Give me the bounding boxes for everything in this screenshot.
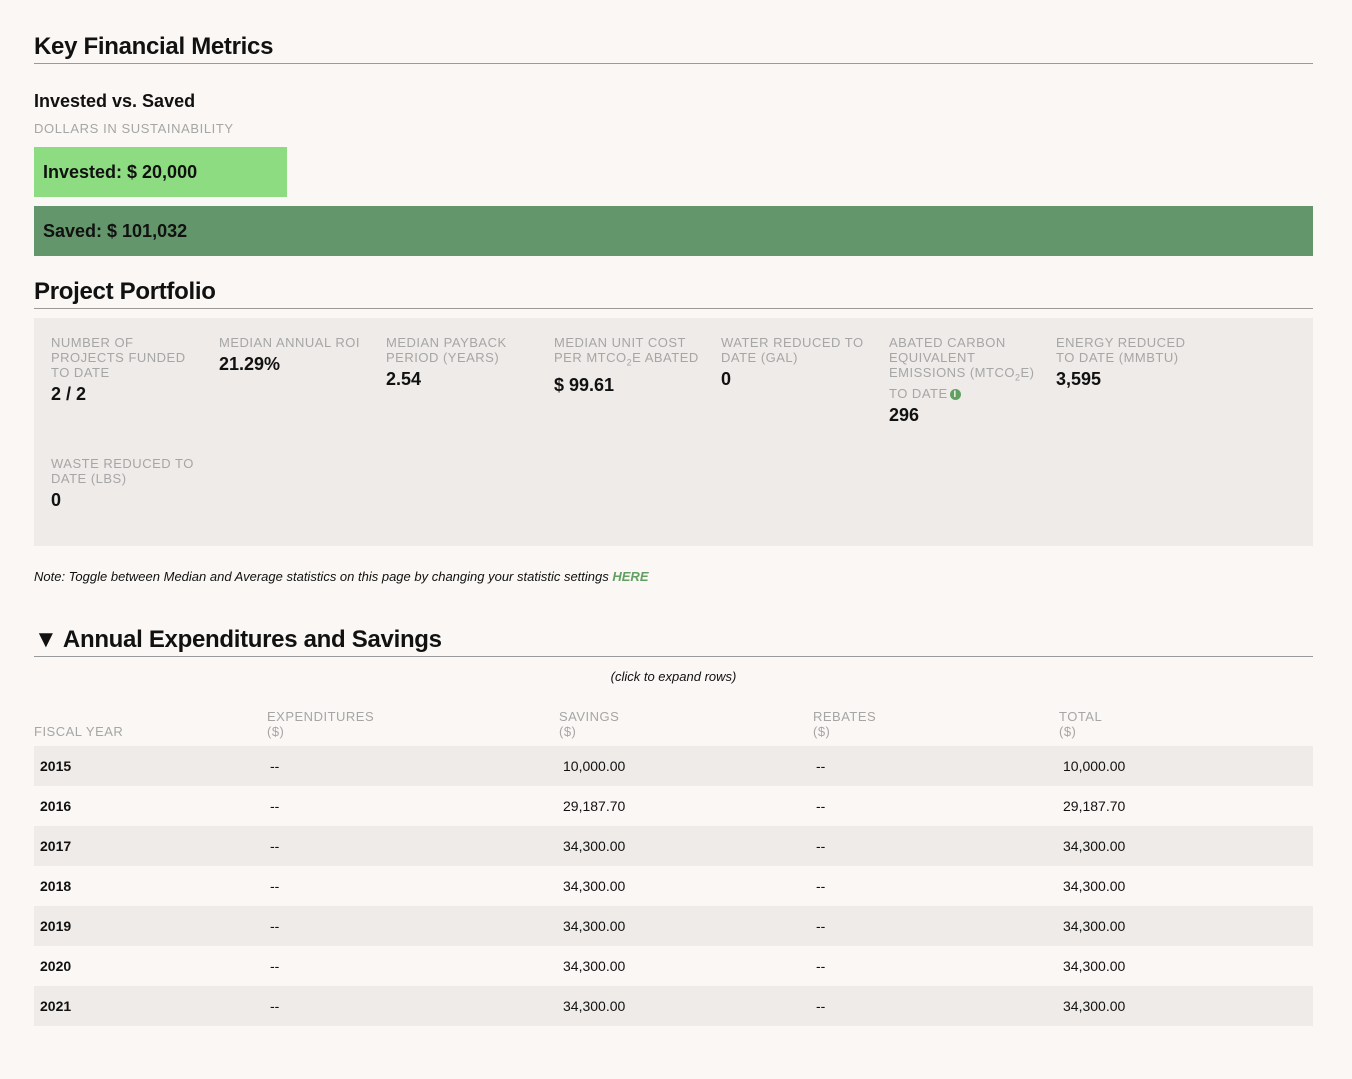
col-header-expenditures: EXPENDITURES ($): [267, 709, 375, 739]
stat-value: 296: [889, 404, 920, 425]
col-header-fiscal-year: FISCAL YEAR: [34, 724, 124, 739]
stat-energy-reduced: ENERGY REDUCED TO DATE (MMBTU) 3,595: [1056, 335, 1206, 390]
saved-label: Saved: $ 101,032: [43, 220, 188, 241]
stat-label: ENERGY REDUCED TO DATE (MMBTU): [1056, 335, 1186, 365]
invested-vs-saved-subtitle: DOLLARS IN SUSTAINABILITY: [34, 121, 234, 136]
invested-vs-saved-title: Invested vs. Saved: [34, 91, 196, 111]
annual-expenditures-toggle[interactable]: ▼ Annual Expenditures and Savings: [34, 626, 1313, 657]
stat-label: MEDIAN UNIT COST PER MTCO2E ABATED: [554, 335, 699, 368]
invested-label: Invested: $ 20,000: [43, 161, 198, 182]
stat-value: 2.54: [386, 369, 422, 389]
table-row[interactable]: 2020 -- 34,300.00 -- 34,300.00: [40, 958, 1126, 974]
saved-bar: Saved: $ 101,032: [34, 206, 1313, 256]
table-row[interactable]: 2015 -- 10,000.00 -- 10,000.00: [34, 746, 1313, 786]
table-row[interactable]: 2017 -- 34,300.00 -- 34,300.00: [34, 826, 1313, 866]
stat-median-payback: MEDIAN PAYBACK PERIOD (YEARS) 2.54: [386, 335, 536, 390]
stat-label: NUMBER OF PROJECTS FUNDED TO DATE: [51, 335, 186, 380]
col-header-rebates: REBATES ($): [813, 709, 877, 739]
stat-value: 2 / 2: [51, 384, 87, 404]
stat-label: MEDIAN ANNUAL ROI: [219, 335, 360, 350]
stat-abated-carbon: ABATED CARBON EQUIVALENT EMISSIONS (MTCO…: [889, 335, 1039, 426]
stat-value: 21.29%: [219, 354, 281, 374]
stat-value: 3,595: [1056, 369, 1102, 389]
stat-label: MEDIAN PAYBACK PERIOD (YEARS): [386, 335, 507, 365]
project-portfolio-title: Project Portfolio: [34, 278, 1313, 309]
stat-label: WATER REDUCED TO DATE (GAL): [721, 335, 864, 365]
key-financial-metrics-title: Key Financial Metrics: [34, 33, 1313, 64]
stat-water-reduced: WATER REDUCED TO DATE (GAL) 0: [721, 335, 871, 390]
info-icon[interactable]: i: [949, 388, 961, 400]
stat-median-roi: MEDIAN ANNUAL ROI 21.29%: [219, 335, 369, 375]
stats-panel: NUMBER OF PROJECTS FUNDED TO DATE 2 / 2 …: [34, 318, 1313, 546]
settings-here-link[interactable]: HERE: [612, 569, 649, 584]
invested-bar: Invested: $ 20,000: [34, 147, 287, 197]
stat-label: WASTE REDUCED TO DATE (LBS): [51, 456, 194, 486]
stat-projects-funded: NUMBER OF PROJECTS FUNDED TO DATE 2 / 2: [51, 335, 201, 405]
stat-value: 0: [721, 369, 732, 389]
table-row[interactable]: 2016 -- 29,187.70 -- 29,187.70: [40, 798, 1126, 814]
table-row[interactable]: 2021 -- 34,300.00 -- 34,300.00: [34, 986, 1313, 1026]
stat-median-unit-cost: MEDIAN UNIT COST PER MTCO2E ABATED $ 99.…: [554, 335, 709, 396]
expand-rows-hint: (click to expand rows): [610, 669, 737, 684]
stat-value: 0: [51, 490, 62, 510]
stat-value: $ 99.61: [554, 374, 615, 395]
table-row[interactable]: 2018 -- 34,300.00 -- 34,300.00: [40, 878, 1126, 894]
col-header-savings: SAVINGS ($): [559, 709, 620, 739]
stat-waste-reduced: WASTE REDUCED TO DATE (LBS) 0: [51, 456, 201, 511]
statistic-settings-note: Note: Toggle between Median and Average …: [34, 569, 649, 584]
table-row[interactable]: 2019 -- 34,300.00 -- 34,300.00: [34, 906, 1313, 946]
col-header-total: TOTAL ($): [1059, 709, 1103, 739]
stat-label: ABATED CARBON EQUIVALENT EMISSIONS (MTCO…: [889, 335, 1035, 401]
